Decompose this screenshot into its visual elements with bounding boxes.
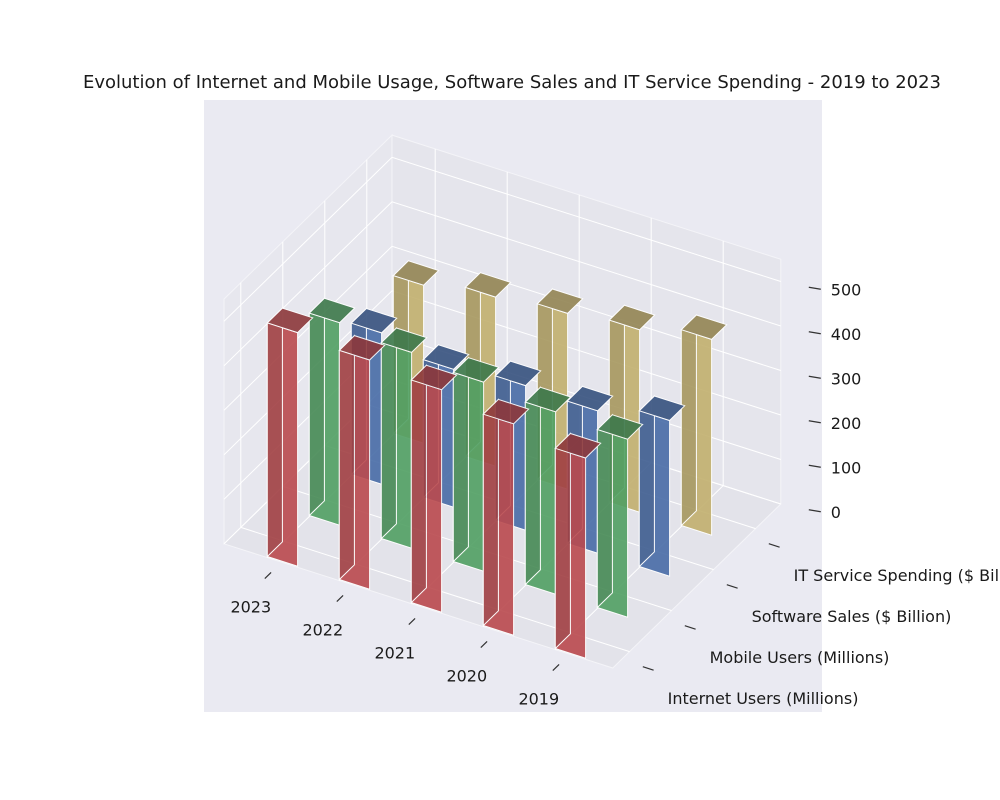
z-tick xyxy=(808,286,821,290)
x-tick-label: 2020 xyxy=(446,667,487,686)
x-tick xyxy=(480,641,488,649)
bar xyxy=(338,334,386,590)
z-tick xyxy=(808,509,821,513)
y-tick xyxy=(768,543,780,548)
bar xyxy=(410,364,458,613)
y-tick-label: IT Service Spending ($ Billion) xyxy=(794,566,1000,585)
tick-marks xyxy=(264,286,821,672)
bar xyxy=(680,313,728,536)
x-tick-label: 2023 xyxy=(230,598,271,617)
z-tick-label: 400 xyxy=(831,325,862,344)
y-tick-label: Software Sales ($ Billion) xyxy=(752,607,952,626)
x-tick-label: 2021 xyxy=(374,644,415,663)
bar xyxy=(266,307,314,567)
z-tick-label: 100 xyxy=(831,458,862,477)
z-tick xyxy=(808,375,821,379)
bar xyxy=(554,432,602,659)
z-tick-label: 500 xyxy=(831,280,862,299)
bar xyxy=(482,398,530,636)
bar xyxy=(380,326,428,549)
bar xyxy=(524,386,572,595)
z-tick-label: 0 xyxy=(831,503,841,522)
z-tick-label: 300 xyxy=(831,369,862,388)
bar xyxy=(308,297,356,526)
chart-title: Evolution of Internet and Mobile Usage, … xyxy=(83,72,941,93)
tick-labels: 2019 2020 2021 2022 2023 Internet Users (Mill… xyxy=(230,280,1000,708)
x-tick xyxy=(264,572,272,580)
bar xyxy=(638,394,686,577)
z-tick xyxy=(808,420,821,424)
z-tick xyxy=(808,464,821,468)
bars xyxy=(266,259,728,659)
y-tick-label: Mobile Users (Millions) xyxy=(710,648,890,667)
z-tick-label: 200 xyxy=(831,414,862,433)
x-tick xyxy=(552,664,560,672)
bar xyxy=(596,413,644,618)
y-tick xyxy=(726,584,738,589)
x-tick xyxy=(336,595,344,603)
bar xyxy=(452,356,500,572)
x-tick-label: 2019 xyxy=(518,690,559,709)
x-tick-label: 2022 xyxy=(302,621,343,640)
z-tick xyxy=(808,331,821,335)
x-tick xyxy=(408,618,416,626)
y-tick xyxy=(642,666,654,671)
y-tick-label: Internet Users (Millions) xyxy=(668,689,859,708)
y-tick xyxy=(684,625,696,630)
